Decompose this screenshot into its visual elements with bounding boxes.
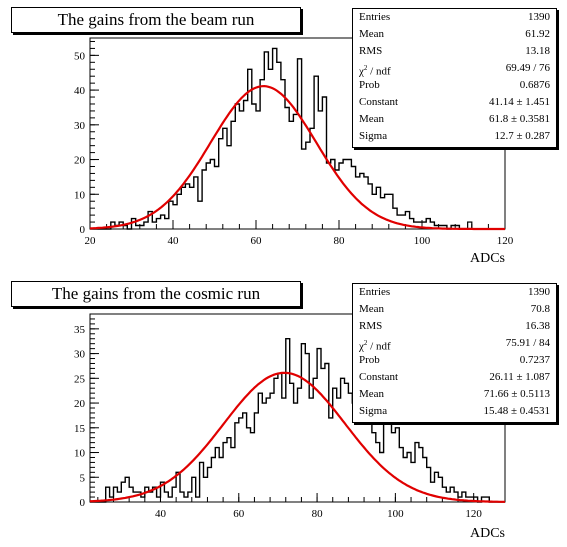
beam-xtick-label: 100: [414, 235, 431, 247]
stats-label: Constant: [359, 371, 399, 383]
cosmic-xtick-label: 100: [387, 508, 404, 520]
cosmic-ytick-label: 35: [74, 324, 86, 336]
beam-ytick-label: 50: [74, 50, 86, 62]
stats-row: χ2 / ndf 69.49 / 76: [353, 60, 556, 78]
stats-value: 41.14 ± 1.451: [488, 96, 550, 108]
stats-value: 75.91 / 84: [505, 337, 550, 349]
stats-label: Mean: [359, 388, 385, 400]
stats-row: Entries 1390: [353, 9, 556, 26]
stats-row: χ2 / ndf 75.91 / 84: [353, 335, 556, 353]
cosmic-xtick-label: 60: [233, 508, 245, 520]
stats-row: Mean 61.8 ± 0.3581: [353, 111, 556, 128]
stats-row: Mean 70.8: [353, 301, 556, 318]
stats-value: 61.92: [525, 28, 550, 40]
cosmic-xtick-label: 80: [312, 508, 324, 520]
cosmic-ytick-label: 20: [74, 398, 86, 410]
beam-ytick-label: 10: [74, 189, 86, 201]
beam-xtick-label: 80: [334, 235, 346, 247]
stats-row: Constant 41.14 ± 1.451: [353, 94, 556, 111]
stats-value: 1390: [528, 11, 550, 23]
stats-value: 0.6876: [519, 79, 550, 91]
stats-value: 0.7237: [519, 354, 550, 366]
beam-x-axis-title: ADCs: [470, 251, 505, 266]
stats-row: Sigma 12.7 ± 0.287: [353, 128, 556, 145]
stats-value: 1390: [528, 286, 550, 298]
stats-row: Prob 0.7237: [353, 352, 556, 369]
stats-row: RMS 16.38: [353, 318, 556, 335]
stats-row: Prob 0.6876: [353, 77, 556, 94]
beam-xtick-label: 60: [251, 235, 263, 247]
stats-label: Sigma: [359, 405, 388, 417]
stats-label: RMS: [359, 45, 383, 57]
stats-value: 70.8: [530, 303, 550, 315]
cosmic-x-axis-title: ADCs: [470, 526, 505, 541]
cosmic-ytick-label: 25: [74, 373, 86, 385]
beam-xtick-label: 20: [85, 235, 97, 247]
stats-label: Sigma: [359, 130, 388, 142]
stats-label: Entries: [359, 286, 391, 298]
beam-histogram: [90, 47, 505, 230]
stats-value: 13.18: [525, 45, 550, 57]
stats-label: Entries: [359, 11, 391, 23]
stats-label: Constant: [359, 96, 399, 108]
cosmic-ytick-label: 5: [80, 472, 86, 484]
beam-run-stats-box: Entries 1390 Mean 61.92 RMS 13.18 χ2 / ndf 69.4…: [352, 8, 557, 148]
cosmic-xtick-label: 40: [155, 508, 167, 520]
cosmic-xtick-label: 120: [465, 508, 482, 520]
cosmic-run-title: The gains from the cosmic run: [11, 281, 301, 307]
beam-ytick-label: 20: [74, 155, 86, 167]
stats-label: χ2 / ndf: [359, 64, 391, 78]
cosmic-histogram: [90, 338, 505, 503]
stats-row: Sigma 15.48 ± 0.4531: [353, 403, 556, 420]
stats-label: Mean: [359, 303, 385, 315]
stats-label: RMS: [359, 320, 383, 332]
stats-label: Prob: [359, 79, 380, 91]
beam-run-title: The gains from the beam run: [11, 7, 301, 33]
beam-gaussian-fit: [89, 84, 505, 231]
beam-ytick-label: 30: [74, 120, 86, 132]
beam-xtick-label: 40: [168, 235, 180, 247]
stats-row: Entries 1390: [353, 284, 556, 301]
stats-value: 61.8 ± 0.3581: [488, 113, 550, 125]
stats-value: 71.66 ± 0.5113: [483, 388, 550, 400]
stats-row: Mean 61.92: [353, 26, 556, 43]
stats-label: χ2 / ndf: [359, 339, 391, 353]
stats-value: 26.11 ± 1.087: [489, 371, 550, 383]
cosmic-ytick-label: 15: [74, 423, 86, 435]
stats-value: 12.7 ± 0.287: [494, 130, 550, 142]
stats-value: 69.49 / 76: [505, 62, 550, 74]
beam-ytick-label: 40: [74, 85, 86, 97]
beam-xtick-label: 120: [497, 235, 514, 247]
stats-row: Mean 71.66 ± 0.5113: [353, 386, 556, 403]
cosmic-ytick-label: 30: [74, 349, 86, 361]
stats-value: 15.48 ± 0.4531: [483, 405, 550, 417]
stats-label: Mean: [359, 113, 385, 125]
stats-label: Mean: [359, 28, 385, 40]
stats-row: RMS 13.18: [353, 43, 556, 60]
cosmic-gaussian-fit: [90, 371, 505, 503]
beam-ytick-label: 0: [80, 224, 86, 236]
stats-row: Constant 26.11 ± 1.087: [353, 369, 556, 386]
stats-label: Prob: [359, 354, 380, 366]
cosmic-run-stats-box: Entries 1390 Mean 70.8 RMS 16.38 χ2 / ndf 75.91…: [352, 283, 557, 423]
stats-value: 16.38: [525, 320, 550, 332]
cosmic-ytick-label: 10: [74, 448, 86, 460]
cosmic-ytick-label: 0: [80, 497, 86, 509]
